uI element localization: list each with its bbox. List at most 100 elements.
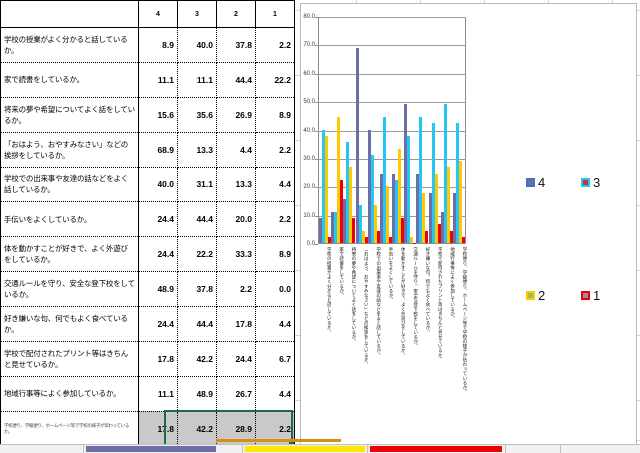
chart-bar-group (379, 18, 392, 243)
chart-x-label: 学校での出来事や友達の話などをよく話しているか。 (375, 247, 381, 358)
chart-x-label: 将来の夢や希望についてよく話をしているか。 (350, 247, 356, 344)
cell-value-3[interactable]: 31.1 (177, 167, 217, 203)
cell-value-4[interactable]: 17.8 (138, 341, 178, 377)
chart-bar (446, 167, 450, 243)
cell-value-2[interactable]: 44.4 (216, 62, 256, 98)
cell-value-3[interactable]: 42.2 (177, 341, 217, 377)
chart-bar-group (428, 18, 441, 243)
cell-value-2[interactable]: 26.7 (216, 376, 256, 412)
table-row[interactable]: 手伝いをよくしているか。 24.4 44.4 20.0 2.2 (1, 201, 294, 238)
legend-item-1[interactable]: 1 (581, 289, 636, 302)
table-row[interactable]: 学校で配付されたプリント等はきちんと見せているか。 17.8 42.2 24.4 6.7 (1, 341, 294, 377)
cell-value-2[interactable]: 37.8 (216, 27, 256, 63)
chart-bar (407, 135, 411, 243)
chart-y-tick-label: 40.0 (303, 127, 315, 134)
cell-value-2[interactable]: 20.0 (216, 201, 256, 238)
table-row[interactable]: 好き嫌いな句、何でもよく食べているか。 24.4 44.4 17.8 4.4 (1, 306, 294, 342)
cell-value-3[interactable]: 44.4 (177, 306, 217, 342)
legend-swatch-1 (581, 291, 590, 300)
cell-value-1[interactable]: 0.0 (255, 271, 294, 307)
survey-data-table[interactable]: 4 3 2 1 学校の授業がよく分かると話しているか。 8.9 40.0 37.8 2.… (0, 0, 295, 447)
status-bar[interactable] (0, 444, 640, 453)
cell-value-4[interactable]: 15.6 (138, 97, 178, 133)
cell-value-4[interactable]: 17.8 (138, 411, 178, 446)
chart-x-label: 家で読書をしているか。 (338, 247, 344, 298)
chart-bar (328, 236, 332, 243)
cell-value-2[interactable]: 24.4 (216, 341, 256, 377)
chart-bar (376, 230, 380, 243)
chart-y-tick-mark (315, 102, 318, 104)
chart-x-label: 体を動かすことが好きで、よく外遊びをしているか。 (400, 247, 406, 358)
table-row[interactable]: 学校の授業がよく分かると話しているか。 8.9 40.0 37.8 2.2 (1, 27, 294, 63)
cell-value-4[interactable]: 40.0 (138, 167, 178, 203)
chart-y-tick-label: 10.0 (303, 212, 315, 219)
cell-value-2[interactable]: 33.3 (216, 236, 256, 273)
cell-value-2[interactable]: 26.9 (216, 97, 256, 133)
table-row[interactable]: 学校での出来事や友達の話などをよく話しているか。 40.0 31.1 13.3 4.4 (1, 167, 294, 203)
chart-x-label: 交通ルールを守り、安全な登下校をしているか。 (412, 247, 418, 349)
cell-value-3[interactable]: 42.2 (177, 411, 217, 446)
cell-value-1[interactable]: 4.4 (255, 167, 294, 203)
cell-value-1[interactable]: 2.2 (255, 27, 294, 63)
chart-bar (434, 173, 438, 243)
cell-value-3[interactable]: 35.6 (177, 97, 217, 133)
cell-value-3[interactable]: 48.9 (177, 376, 217, 412)
table-row[interactable]: 将来の夢や希望についてよく話をしているか。 15.6 35.6 26.9 8.9 (1, 97, 294, 133)
chart-bar (437, 224, 441, 243)
status-divider (83, 445, 84, 453)
chart-bar (398, 148, 402, 243)
chart-y-tick-mark (315, 187, 318, 189)
table-row[interactable]: 地域行事等によく参加しているか。 11.1 48.9 26.7 4.4 (1, 376, 294, 412)
chart-bar (428, 192, 432, 243)
cell-value-1[interactable]: 6.7 (255, 341, 294, 377)
cell-value-3[interactable]: 11.1 (177, 62, 217, 98)
cell-value-1[interactable]: 4.4 (255, 376, 294, 412)
status-divider (560, 445, 561, 453)
legend-item-4[interactable]: 4 (526, 176, 581, 189)
table-row[interactable]: 交通ルールを守り、安全な登下校をしているか。 48.9 37.8 2.2 0.0 (1, 271, 294, 307)
cell-value-2[interactable]: 4.4 (216, 132, 256, 168)
cell-value-4[interactable]: 11.1 (138, 62, 178, 98)
cell-value-4[interactable]: 24.4 (138, 236, 178, 273)
cell-value-3[interactable]: 13.3 (177, 132, 217, 168)
cell-value-3[interactable]: 37.8 (177, 271, 217, 307)
table-row[interactable]: 体を動かすことが好きで、よく外遊びをしているか。 24.4 22.2 33.3 8.9 (1, 236, 294, 273)
cell-value-1[interactable]: 22.2 (255, 62, 294, 98)
cell-value-4[interactable]: 68.9 (138, 132, 178, 168)
chart-bar (349, 166, 353, 243)
row-label: 学校便り、学級便り、ホームページ等で学校の様子が伝わっているか。 (1, 411, 139, 446)
chart-y-tick-mark (315, 73, 318, 75)
chart-bar (404, 104, 408, 243)
cell-value-2[interactable]: 13.3 (216, 167, 256, 203)
cell-value-4[interactable]: 11.1 (138, 376, 178, 412)
cell-value-1[interactable]: 8.9 (255, 236, 294, 273)
cell-value-3[interactable]: 22.2 (177, 236, 217, 273)
bar-chart[interactable]: 0.0 10.0 20.0 30.0 40.0 50.0 60.0 70.0 80.0 学校の授… (300, 3, 637, 445)
cell-value-1[interactable]: 4.4 (255, 306, 294, 342)
cell-value-1[interactable]: 2.2 (255, 132, 294, 168)
legend-item-2[interactable]: 2 (526, 289, 581, 302)
chart-bar (395, 180, 399, 243)
chart-legend[interactable]: 4 3 2 1 (526, 176, 636, 302)
cell-value-1[interactable]: 8.9 (255, 97, 294, 133)
chart-x-label: 学校便り、学級便り、ホームページ等で学校の様子が伝わっているか。 (461, 247, 467, 395)
legend-label-1: 1 (593, 288, 601, 303)
cell-value-1[interactable]: 2.2 (255, 201, 294, 238)
cell-value-4[interactable]: 48.9 (138, 271, 178, 307)
legend-item-3[interactable]: 3 (581, 176, 636, 189)
table-row[interactable]: 家で読書をしているか。 11.1 11.1 44.4 22.2 (1, 62, 294, 98)
cell-value-2[interactable]: 2.2 (216, 271, 256, 307)
cell-value-3[interactable]: 44.4 (177, 201, 217, 238)
chart-bar (382, 117, 386, 243)
table-row[interactable]: 「おはよう、おやすみなさい」などの挨拶をしているか。 68.9 13.3 4.4 2.2 (1, 132, 294, 168)
cell-value-4[interactable]: 8.9 (138, 27, 178, 63)
chart-bar (385, 186, 389, 243)
cell-value-4[interactable]: 24.4 (138, 201, 178, 238)
chart-gridline (318, 215, 466, 217)
chart-y-tick-mark (315, 215, 318, 217)
cell-value-3[interactable]: 40.0 (177, 27, 217, 63)
cell-value-2[interactable]: 17.8 (216, 306, 256, 342)
cell-value-4[interactable]: 24.4 (138, 306, 178, 342)
chart-y-tick-label: 50.0 (303, 99, 315, 106)
